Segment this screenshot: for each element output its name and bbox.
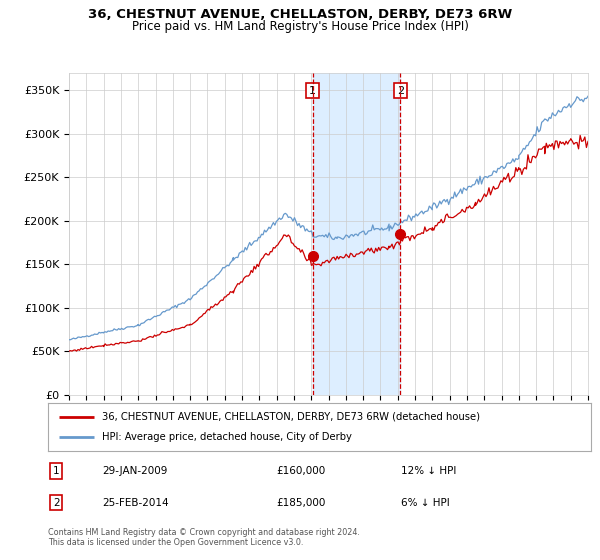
Text: 36, CHESTNUT AVENUE, CHELLASTON, DERBY, DE73 6RW: 36, CHESTNUT AVENUE, CHELLASTON, DERBY, … [88, 8, 512, 21]
Text: £185,000: £185,000 [276, 498, 325, 507]
Bar [313, 73, 400, 395]
Text: £160,000: £160,000 [276, 466, 325, 476]
Text: 12% ↓ HPI: 12% ↓ HPI [401, 466, 457, 476]
Text: 25-FEB-2014: 25-FEB-2014 [103, 498, 169, 507]
Text: 29-JAN-2009: 29-JAN-2009 [103, 466, 167, 476]
Text: Contains HM Land Registry data © Crown copyright and database right 2024.
This d: Contains HM Land Registry data © Crown c… [48, 528, 360, 547]
Text: 1: 1 [53, 466, 59, 476]
Text: 2: 2 [397, 86, 404, 96]
Text: 36, CHESTNUT AVENUE, CHELLASTON, DERBY, DE73 6RW (detached house): 36, CHESTNUT AVENUE, CHELLASTON, DERBY, … [103, 412, 481, 422]
Text: 6% ↓ HPI: 6% ↓ HPI [401, 498, 450, 507]
Text: 2: 2 [53, 498, 59, 507]
Text: 1: 1 [309, 86, 316, 96]
Text: Price paid vs. HM Land Registry's House Price Index (HPI): Price paid vs. HM Land Registry's House … [131, 20, 469, 32]
Text: HPI: Average price, detached house, City of Derby: HPI: Average price, detached house, City… [103, 432, 352, 442]
